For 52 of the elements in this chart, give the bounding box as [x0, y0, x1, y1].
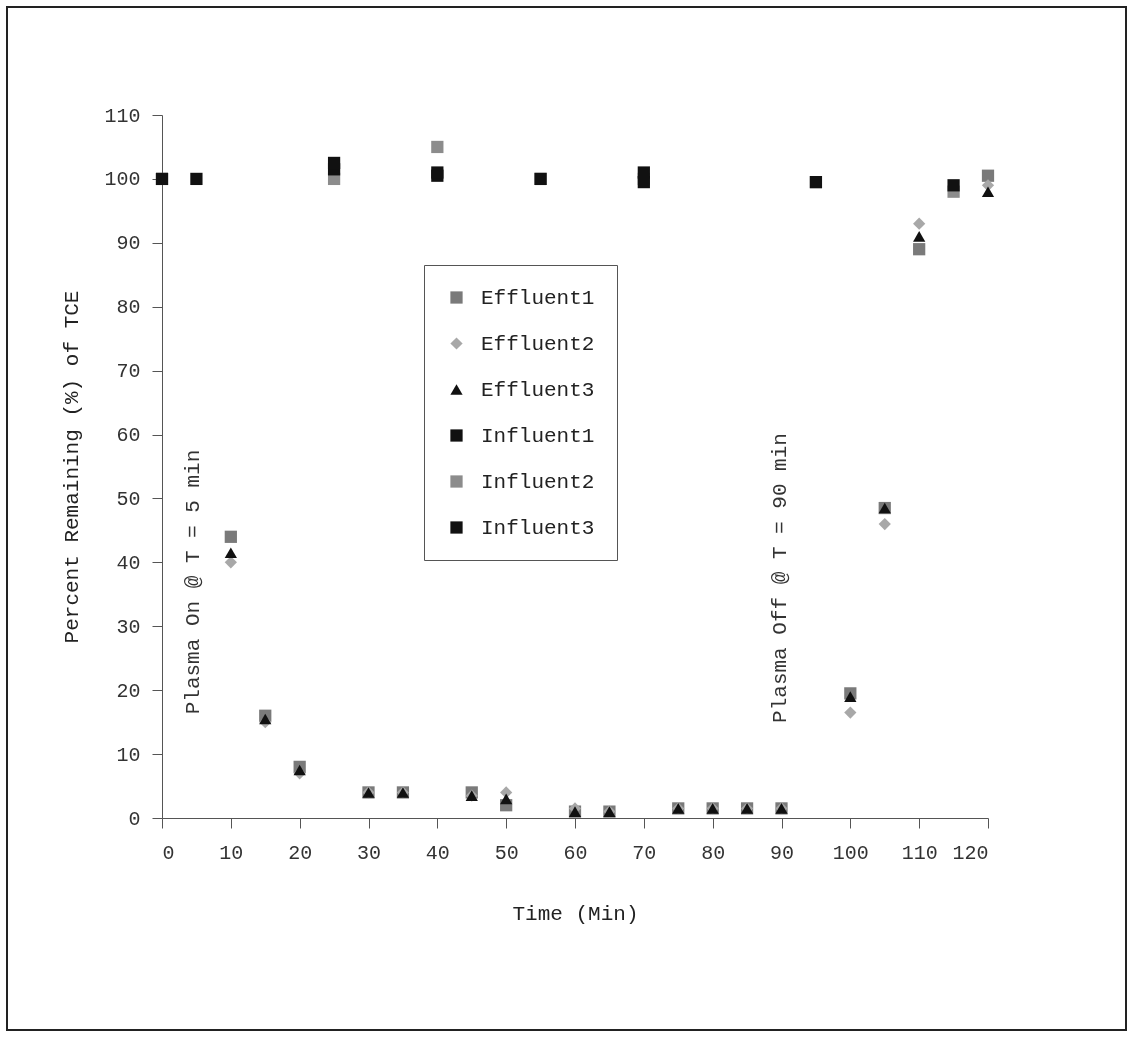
y-tick-label: 20	[116, 679, 141, 703]
point	[327, 156, 341, 170]
y-tick-label: 50	[116, 487, 141, 511]
y-tick-label: 30	[116, 615, 141, 639]
legend-label: Effluent2	[481, 332, 595, 356]
annotation: Plasma On @ T = 5 min	[182, 449, 205, 715]
legend-label: Effluent1	[481, 286, 595, 310]
point	[500, 793, 513, 805]
y-axis-title: Percent Remaining (%) of TCE	[61, 290, 85, 644]
x-tick-label: 0	[162, 841, 175, 865]
point	[190, 172, 203, 186]
point	[913, 243, 926, 256]
point	[878, 517, 891, 531]
x-tick-label: 30	[356, 841, 382, 865]
legend-label: Influent3	[481, 516, 595, 540]
x-tick-label: 120	[952, 841, 989, 865]
y-tick-label: 110	[104, 104, 141, 128]
point	[947, 179, 960, 192]
point	[844, 706, 857, 719]
annotation: Plasma Off @ T = 90 min	[769, 433, 792, 723]
point	[259, 713, 272, 725]
y-tick-label: 10	[116, 743, 141, 767]
point	[293, 764, 306, 776]
x-tick-label: 50	[494, 841, 519, 865]
x-tick-label: 20	[288, 841, 313, 865]
y-tick-label: 100	[104, 168, 141, 192]
point	[224, 547, 237, 559]
point	[224, 530, 237, 543]
point	[431, 140, 444, 154]
y-tick-label: 70	[116, 360, 141, 384]
x-axis-title: Time (Min)	[512, 902, 639, 926]
point	[913, 231, 926, 242]
x-tick-label: 10	[219, 841, 244, 865]
y-tick-label: 40	[116, 551, 141, 575]
x-tick-label: 110	[901, 841, 938, 865]
legend-label: Influent2	[481, 470, 595, 494]
point	[981, 186, 995, 197]
point	[844, 691, 857, 702]
x-tick-label: 100	[832, 841, 869, 865]
y-tick-label: 80	[116, 296, 141, 320]
x-tick-label: 60	[563, 841, 588, 865]
x-tick-label: 70	[632, 841, 657, 865]
y-tick-label: 90	[116, 232, 141, 256]
x-tick-label: 80	[701, 841, 726, 865]
x-tick-label: 90	[769, 841, 795, 865]
point	[913, 217, 926, 230]
legend-label: Influent1	[481, 424, 595, 448]
x-tick-label: 40	[425, 841, 450, 865]
point	[981, 169, 995, 182]
y-tick-label: 60	[116, 424, 141, 448]
y-tick-label: 0	[128, 807, 141, 831]
legend-label: Effluent3	[481, 378, 595, 402]
